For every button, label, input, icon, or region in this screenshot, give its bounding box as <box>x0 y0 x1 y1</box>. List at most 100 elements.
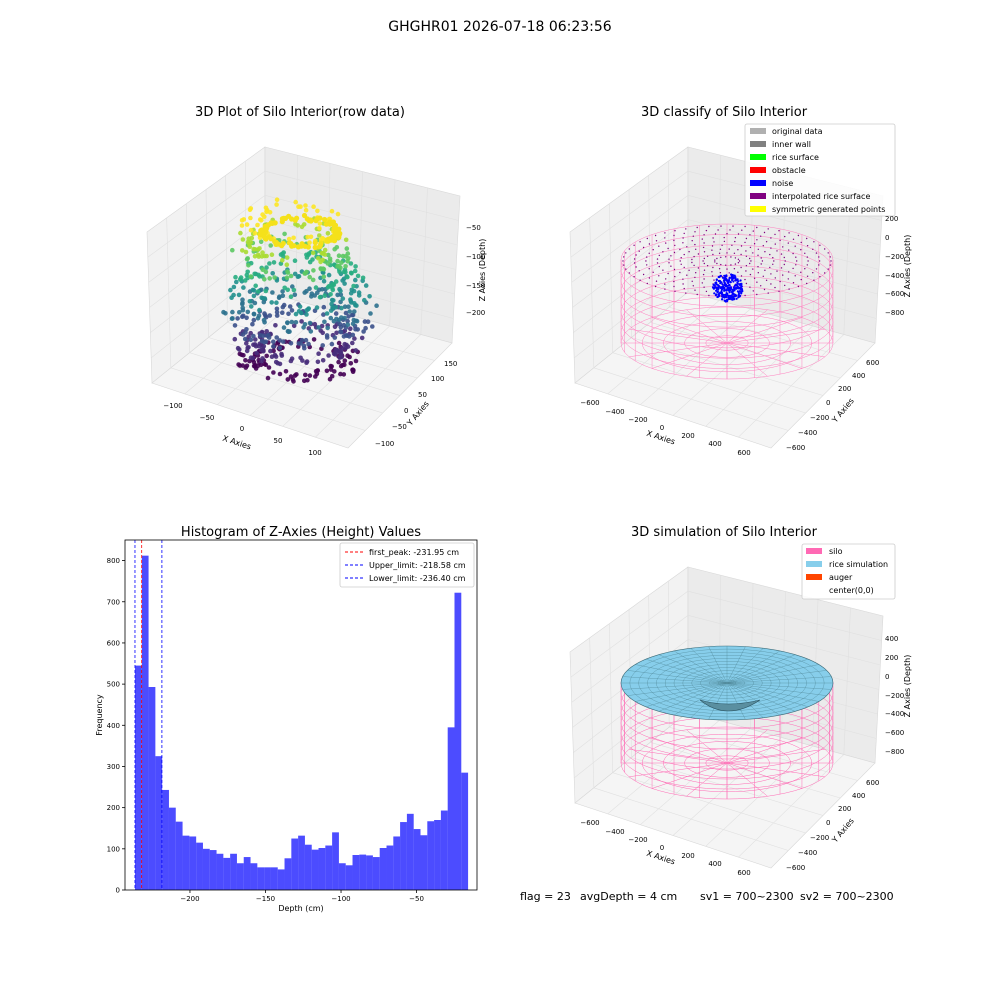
interpolated-point <box>682 283 684 285</box>
rice-mesh-spoke <box>726 682 819 702</box>
scatter-point <box>353 358 359 364</box>
scatter-point <box>315 208 320 214</box>
legend-label-silo: silo <box>829 547 843 556</box>
interpolated-point <box>708 294 710 297</box>
interpolated-point <box>674 290 676 292</box>
scatter-point <box>325 231 331 236</box>
interpolated-point <box>714 233 717 235</box>
interpolated-point <box>770 237 772 239</box>
scatter-point <box>257 307 262 313</box>
interpolated-point <box>788 232 790 234</box>
interpolated-point <box>683 253 685 256</box>
y-tick-label: 400 <box>107 722 120 730</box>
interpolated-point <box>760 263 762 265</box>
panel2-ytick: 0 <box>826 399 830 407</box>
scatter-point <box>264 253 269 259</box>
scatter-point <box>261 317 267 323</box>
panel-histogram: Histogram of Z-Axies (Height) Values −20… <box>95 525 478 913</box>
scatter-point <box>307 320 313 326</box>
interpolated-point <box>662 251 664 253</box>
scatter-point <box>327 258 333 264</box>
histogram-bar <box>461 772 469 890</box>
scatter-point <box>269 252 275 257</box>
noise-point <box>732 286 736 289</box>
scatter-point <box>321 270 326 275</box>
scatter-point <box>268 348 273 354</box>
scatter-point <box>299 241 305 247</box>
panel4-ytick: 0 <box>826 819 830 827</box>
scatter-point <box>264 209 269 215</box>
scatter-point <box>282 285 288 291</box>
interpolated-point <box>711 245 714 247</box>
scatter-point <box>255 363 261 369</box>
noise-point <box>736 281 739 284</box>
interpolated-point <box>713 279 715 281</box>
rice-mesh-spoke <box>627 682 728 696</box>
scatter-point <box>229 295 234 301</box>
panel2-xtick: 200 <box>681 432 694 440</box>
grid-line <box>668 161 670 308</box>
interpolated-point <box>713 241 715 243</box>
scatter-point <box>305 234 310 240</box>
status-sv1: sv1 = 700~2300 <box>700 890 794 903</box>
interpolated-point <box>694 289 696 291</box>
noise-point <box>732 288 735 291</box>
noise-point <box>725 289 728 292</box>
histogram-bar <box>250 863 258 890</box>
interpolated-point <box>770 247 772 249</box>
interpolated-point <box>712 237 714 239</box>
interpolated-point <box>656 262 659 264</box>
scatter-point <box>254 350 259 356</box>
scatter-point <box>337 355 343 360</box>
interpolated-point <box>648 277 651 279</box>
scatter-point <box>316 244 323 250</box>
scatter-point <box>368 311 373 316</box>
rice-mesh-spoke <box>622 682 728 690</box>
silo-wire <box>726 342 768 377</box>
noise-point <box>718 279 721 283</box>
interpolated-point <box>756 226 758 229</box>
noise-point <box>717 286 720 289</box>
histogram-bar <box>420 835 428 890</box>
noise-point <box>728 297 732 300</box>
panel1-ytick: 150 <box>444 360 457 368</box>
interpolated-point <box>633 262 636 264</box>
scatter-point <box>326 252 331 258</box>
interpolated-point <box>673 239 675 242</box>
scatter-point <box>356 290 362 295</box>
noise-point <box>735 297 738 300</box>
scatter-point <box>320 358 326 363</box>
interpolated-point <box>740 253 742 256</box>
panel4-ztick: 0 <box>885 673 889 681</box>
interpolated-point <box>679 271 681 274</box>
legend-swatch-inner-wall <box>750 141 766 147</box>
interpolated-point <box>734 257 737 259</box>
panel4-ztick: 400 <box>885 635 898 643</box>
scatter-point <box>240 314 245 320</box>
scatter-point <box>321 266 327 272</box>
y-tick-label: 800 <box>107 557 120 565</box>
scatter-point <box>333 311 339 316</box>
interpolated-point <box>780 267 783 269</box>
interpolated-point <box>813 279 815 281</box>
grid-line <box>738 334 845 438</box>
histogram-bar <box>372 857 380 890</box>
silo-wire <box>726 729 768 764</box>
interpolated-point <box>776 250 778 252</box>
panel1-ztick: −100 <box>466 253 485 261</box>
interpolated-point <box>702 246 705 249</box>
scatter-point <box>342 358 348 364</box>
scatter-point <box>234 279 239 285</box>
panel4-ztick: 200 <box>885 654 898 662</box>
silo-wire <box>684 328 770 358</box>
panel2-ztick: 200 <box>885 215 898 223</box>
scatter-point <box>242 336 248 342</box>
interpolated-point <box>767 228 769 230</box>
interpolated-point <box>752 252 754 254</box>
histogram-bar <box>379 848 387 890</box>
panel4-ytick: 200 <box>838 805 851 813</box>
panel4-xtick: 400 <box>708 860 721 868</box>
histogram-bar <box>155 756 163 890</box>
silo-wire <box>726 342 803 369</box>
scatter-point <box>240 248 245 253</box>
